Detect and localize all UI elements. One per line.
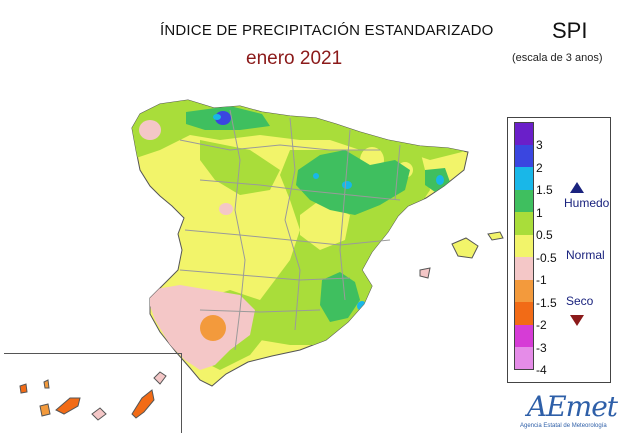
legend-tick-label: -1.5 (536, 295, 557, 310)
legend-swatch (514, 324, 534, 347)
legend-tick-label: -4 (536, 363, 547, 377)
legend-tick-label: 3 (536, 138, 543, 152)
canary-islands (19, 371, 167, 421)
legend-dry-label: Seco (566, 294, 594, 308)
index-name: SPI (552, 18, 588, 43)
legend-swatch (514, 189, 534, 212)
legend-swatch (514, 234, 534, 257)
dry-triangle-icon (570, 315, 584, 326)
legend-swatch (514, 302, 534, 325)
balearic-menorca (487, 231, 504, 241)
legend-tick-label: 0.5 (536, 228, 553, 242)
legend-tick-label: -0.5 (536, 250, 557, 265)
canary-inset-frame (4, 353, 182, 433)
aemet-logo: AEmet (527, 390, 618, 423)
balearic-mallorca (451, 237, 479, 259)
legend-tick-label: -3 (536, 340, 547, 355)
wet-triangle-icon (570, 182, 584, 193)
aemet-logo-tagline: Agencia Estatal de Meteorología (520, 423, 607, 429)
map-title: ÍNDICE DE PRECIPITACIÓN ESTANDARIZADO (160, 22, 494, 39)
legend-tick-label: -2 (536, 318, 547, 332)
index-scale-note: (escala de 3 anos) (512, 52, 603, 64)
legend-wet-label: Humedo (564, 196, 610, 210)
legend-tick-label: 1 (536, 205, 543, 220)
legend-swatch (514, 144, 534, 167)
legend-swatch (514, 257, 534, 280)
legend-swatch (514, 122, 534, 145)
legend-swatch (514, 347, 534, 370)
balearic-ibiza (419, 267, 431, 279)
map-period: enero 2021 (246, 48, 343, 69)
legend-swatch (514, 279, 534, 302)
legend-tick-label: -1 (536, 273, 547, 287)
legend-normal-label: Normal (566, 248, 605, 262)
legend-tick-label: 1.5 (536, 183, 553, 197)
legend-swatch (514, 167, 534, 190)
legend-tick-label: 2 (536, 160, 543, 175)
legend-swatch (514, 212, 534, 235)
